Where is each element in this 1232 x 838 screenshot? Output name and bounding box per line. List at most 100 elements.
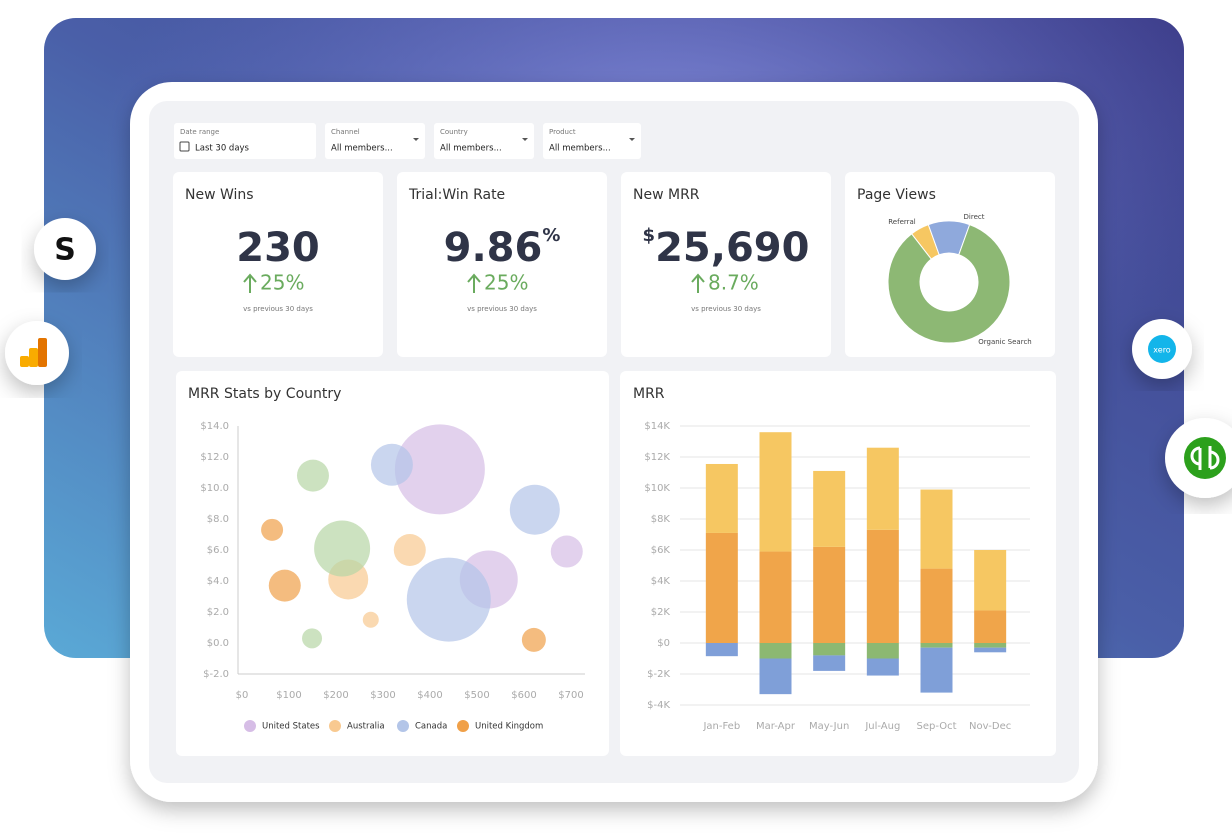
bar-segment [705,532,738,643]
xero-badge [1148,335,1176,363]
y-tick-label: $-4K [647,700,670,711]
filter-box[interactable] [174,123,316,159]
bubble [406,557,491,642]
kpi-number: 230 [236,225,320,271]
bar-segment [974,550,1007,611]
y-tick-label: $0.0 [207,638,229,649]
x-tick-label: $700 [558,690,583,701]
qb-badge [1184,437,1226,479]
bar-segment [974,647,1007,653]
legend-label: United Kingdom [475,722,543,732]
bubble [314,520,371,577]
logo-text: xero [1153,346,1171,355]
bar-segment [866,529,899,643]
x-tick-label: $0 [236,690,249,701]
bubble [261,518,284,541]
kpi-value: 230 [236,225,320,271]
bubble [550,535,583,568]
stripe-logo [34,218,96,280]
y-tick-label: $10.0 [200,483,229,494]
bubble [521,627,546,652]
bubble [362,611,379,628]
up-arrow [691,273,705,293]
y-tick-label: $4.0 [207,576,229,587]
slice-label: Direct [964,213,985,221]
x-tick-label: Jul-Aug [864,721,900,732]
y-tick-label: $2.0 [207,607,229,618]
filter-dropdown[interactable]: Product All members... [543,123,641,159]
bar-segment [759,432,792,552]
filter-dropdown[interactable]: Date range Last 30 days [174,123,316,159]
y-tick-label: $12K [644,452,670,463]
filter-value: Last 30 days [195,144,250,154]
kpi-number: 25,690 [655,225,809,271]
slice-label: Referral [888,218,916,226]
bubble [370,443,413,486]
bar-segment [974,643,1007,648]
y-tick-label: $2K [651,607,671,618]
legend-swatch [457,720,469,732]
y-tick-label: $14.0 [200,421,229,432]
qb-glyph [1190,446,1220,470]
y-tick-label: $8K [651,514,671,525]
filter-dropdown[interactable]: Channel All members... [325,123,425,159]
y-tick-label: $6.0 [207,545,229,556]
bubble [509,484,560,535]
chart-title: MRR Stats by Country [188,386,341,402]
chart-title: Page Views [857,187,936,203]
kpi-number: 9.86 [444,225,543,271]
filter-value: All members... [440,144,502,154]
y-tick-label: $14K [644,421,670,432]
y-tick-label: $6K [651,545,671,556]
x-tick-label: Mar-Apr [756,721,796,732]
bar-segment [920,643,953,648]
y-tick-label: $-2.0 [203,669,229,680]
filter-box[interactable] [325,123,425,159]
x-tick-label: $100 [276,690,301,701]
x-tick-label: $500 [464,690,489,701]
dropdown-caret [629,138,635,141]
logo-bar [20,356,29,367]
bar-segment [813,655,846,671]
x-tick-label: Sep-Oct [916,721,956,732]
kpi-suffix: % [542,225,560,246]
y-tick-label: $4K [651,576,671,587]
dropdown-caret [413,138,419,141]
up-arrow [467,273,481,293]
dropdown-caret [522,138,528,141]
calendar-icon [179,141,190,152]
bar-segment [759,643,792,659]
y-tick-label: $0 [657,638,670,649]
kpi-note: vs previous 30 days [243,305,313,313]
filter-value: All members... [331,144,393,154]
kpi-value: 9.86% [444,225,561,271]
kpi-prefix: $ [643,225,656,246]
logo-text: S [54,233,76,268]
bar-segment [759,658,792,695]
y-tick-label: $-2K [647,669,670,680]
kpi-note: vs previous 30 days [467,305,537,313]
card [621,172,831,357]
card [176,371,609,756]
legend-label: Australia [347,722,385,732]
legend-swatch [397,720,409,732]
legend-swatch [244,720,256,732]
y-tick-label: $10K [644,483,670,494]
y-tick-label: $8.0 [207,514,229,525]
filter-dropdown[interactable]: Country All members... [434,123,534,159]
x-tick-label: $600 [511,690,536,701]
legend-swatch [329,720,341,732]
filter-value: All members... [549,144,611,154]
x-tick-label: Nov-Dec [969,721,1011,732]
filter-box[interactable] [543,123,641,159]
x-tick-label: May-Jun [809,721,849,732]
x-tick-label: $400 [417,690,442,701]
bar-segment [813,470,846,547]
logo-bar [38,338,47,367]
kpi-change: 25% [484,271,528,295]
bar-segment [759,551,792,643]
bar-segment [920,568,953,643]
legend-label: Canada [415,722,447,732]
filter-box[interactable] [434,123,534,159]
